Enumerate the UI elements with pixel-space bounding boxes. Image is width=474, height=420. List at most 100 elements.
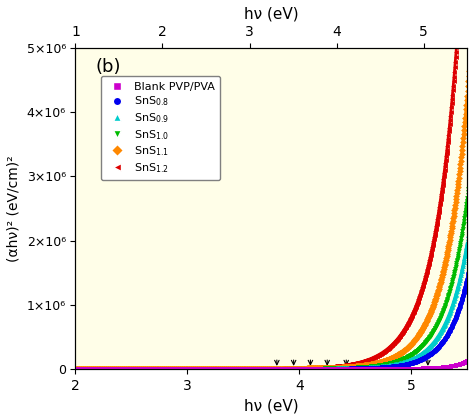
SnS$_{0.9}$ (109, 365, 117, 372)
SnS$_{0.8}$ (96, 365, 103, 372)
SnS$_{1.2}$ (172, 365, 179, 372)
Blank PVP/PVA (444, 364, 452, 370)
SnS$_{1.2}$ (269, 365, 277, 372)
Blank PVP/PVA (239, 365, 246, 372)
SnS$_{1.1}$ (140, 365, 147, 372)
Blank PVP/PVA (334, 365, 342, 372)
SnS$_{0.9}$ (206, 365, 214, 372)
SnS$_{0.9}$ (419, 350, 426, 357)
Blank PVP/PVA (359, 365, 366, 372)
SnS$_{0.9}$ (428, 341, 436, 348)
SnS$_{0.9}$ (270, 365, 277, 372)
SnS$_{0.8}$ (206, 365, 214, 372)
SnS$_{0.9}$ (432, 336, 440, 342)
Blank PVP/PVA (321, 365, 328, 372)
SnS$_{0.9}$ (466, 222, 474, 228)
SnS$_{0.8}$ (303, 365, 311, 372)
SnS$_{0.8}$ (296, 365, 304, 372)
SnS$_{1.0}$ (210, 365, 218, 372)
SnS$_{1.2}$ (91, 365, 98, 372)
SnS$_{0.8}$ (228, 365, 236, 372)
SnS$_{1.2}$ (184, 365, 192, 372)
SnS$_{1.0}$ (265, 365, 273, 372)
SnS$_{1.0}$ (97, 365, 104, 372)
SnS$_{1.1}$ (94, 365, 102, 372)
SnS$_{0.9}$ (327, 365, 334, 372)
SnS$_{1.0}$ (74, 365, 82, 372)
SnS$_{1.2}$ (127, 365, 134, 372)
SnS$_{1.2}$ (447, 112, 454, 119)
SnS$_{1.2}$ (218, 365, 226, 372)
SnS$_{1.2}$ (192, 365, 200, 372)
SnS$_{1.2}$ (198, 365, 205, 372)
SnS$_{1.2}$ (286, 365, 294, 372)
SnS$_{0.9}$ (303, 365, 311, 372)
Blank PVP/PVA (243, 365, 250, 372)
Blank PVP/PVA (76, 365, 83, 372)
SnS$_{0.8}$ (212, 365, 220, 372)
Blank PVP/PVA (414, 365, 421, 372)
SnS$_{0.9}$ (270, 365, 277, 372)
SnS$_{1.2}$ (142, 365, 149, 372)
SnS$_{1.0}$ (134, 365, 142, 372)
SnS$_{0.9}$ (414, 353, 421, 360)
SnS$_{1.1}$ (387, 355, 394, 362)
SnS$_{0.9}$ (148, 365, 156, 372)
SnS$_{0.8}$ (457, 299, 465, 306)
SnS$_{0.9}$ (332, 365, 340, 372)
SnS$_{1.1}$ (459, 143, 466, 150)
SnS$_{1.1}$ (175, 365, 183, 372)
SnS$_{0.9}$ (287, 365, 294, 372)
SnS$_{0.8}$ (370, 365, 378, 371)
SnS$_{1.0}$ (407, 352, 415, 358)
SnS$_{0.8}$ (299, 365, 306, 372)
Blank PVP/PVA (95, 365, 103, 372)
SnS$_{1.1}$ (208, 365, 216, 372)
SnS$_{1.2}$ (422, 271, 429, 278)
SnS$_{0.8}$ (112, 365, 119, 372)
Blank PVP/PVA (320, 365, 328, 372)
SnS$_{1.2}$ (300, 365, 307, 371)
Blank PVP/PVA (385, 365, 392, 372)
SnS$_{1.2}$ (330, 363, 338, 370)
SnS$_{0.8}$ (385, 364, 392, 370)
SnS$_{0.8}$ (268, 365, 275, 372)
SnS$_{0.9}$ (95, 365, 103, 372)
SnS$_{1.2}$ (73, 365, 80, 372)
SnS$_{0.9}$ (103, 365, 110, 372)
SnS$_{1.0}$ (218, 365, 226, 372)
SnS$_{0.9}$ (442, 318, 450, 325)
SnS$_{1.0}$ (250, 365, 257, 372)
SnS$_{0.9}$ (137, 365, 145, 372)
SnS$_{0.8}$ (281, 365, 288, 372)
SnS$_{1.2}$ (209, 365, 216, 372)
SnS$_{1.2}$ (96, 365, 103, 372)
SnS$_{1.1}$ (291, 365, 299, 372)
SnS$_{1.2}$ (328, 363, 336, 370)
SnS$_{0.9}$ (383, 362, 390, 369)
Blank PVP/PVA (177, 365, 185, 372)
SnS$_{0.9}$ (308, 365, 315, 372)
Blank PVP/PVA (455, 362, 462, 368)
SnS$_{1.0}$ (106, 365, 113, 372)
SnS$_{1.0}$ (191, 365, 199, 372)
SnS$_{0.8}$ (272, 365, 280, 372)
Blank PVP/PVA (150, 365, 157, 372)
SnS$_{1.2}$ (450, 73, 458, 80)
SnS$_{1.2}$ (392, 338, 399, 345)
SnS$_{0.9}$ (301, 365, 309, 372)
SnS$_{1.1}$ (233, 365, 240, 372)
Blank PVP/PVA (348, 365, 356, 372)
SnS$_{0.9}$ (365, 364, 373, 371)
SnS$_{0.8}$ (181, 365, 188, 372)
SnS$_{1.0}$ (390, 359, 398, 366)
SnS$_{1.2}$ (366, 355, 374, 362)
SnS$_{1.0}$ (336, 365, 344, 372)
SnS$_{0.9}$ (421, 348, 429, 354)
SnS$_{0.8}$ (313, 365, 321, 372)
SnS$_{1.1}$ (249, 365, 257, 372)
SnS$_{1.2}$ (203, 365, 210, 372)
SnS$_{1.0}$ (117, 365, 124, 372)
SnS$_{0.9}$ (390, 361, 398, 368)
SnS$_{1.0}$ (137, 365, 145, 372)
